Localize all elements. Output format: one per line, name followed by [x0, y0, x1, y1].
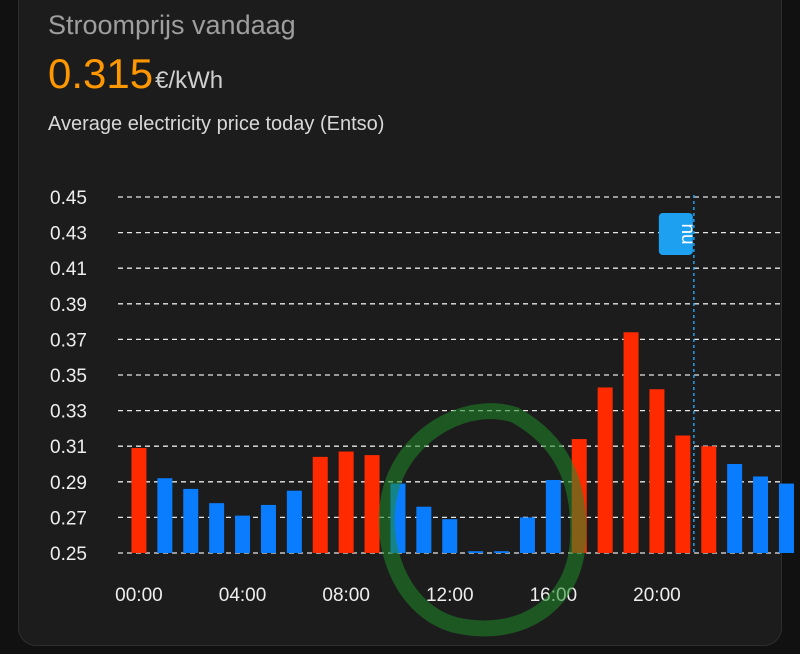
price-bar-24:00[interactable]	[753, 476, 769, 553]
x-tick-label: 00:00	[115, 585, 163, 606]
x-tick-label: 20:00	[633, 585, 681, 606]
x-tick-label: 04:00	[219, 585, 267, 606]
x-tick-label: 16:00	[530, 585, 578, 606]
price-bar-06:00[interactable]	[286, 490, 302, 553]
y-tick-label: 0.43	[50, 224, 87, 245]
price-bar-14:00[interactable]	[494, 551, 510, 553]
price-bar-13:00[interactable]	[468, 551, 484, 553]
card-title: Stroomprijs vandaag	[48, 10, 296, 40]
y-axis-ticks: 0.45 0.43 0.41 0.39 0.37 0.35 0.33 0.31 0.29 0.27…	[50, 188, 87, 565]
y-tick-label: 0.35	[50, 366, 87, 387]
price-bar-05:00[interactable]	[260, 504, 276, 553]
price-bar-01:00[interactable]	[157, 478, 173, 553]
price-bar-08:00[interactable]	[338, 451, 354, 553]
x-tick-label: 08:00	[322, 585, 370, 606]
now-marker: nu	[658, 195, 698, 553]
y-tick-label: 0.45	[50, 188, 87, 209]
price-bar-02:00[interactable]	[183, 488, 199, 553]
price-value: 0.315	[48, 50, 154, 97]
price-bar-25:00[interactable]	[778, 483, 794, 553]
y-tick-label: 0.39	[50, 295, 87, 316]
price-bar-22:00[interactable]	[701, 446, 717, 553]
price-bar-09:00[interactable]	[364, 455, 380, 553]
now-badge	[658, 213, 693, 255]
y-tick-label: 0.29	[50, 473, 87, 494]
price-bar-17:00[interactable]	[571, 439, 587, 553]
y-tick-label: 0.37	[50, 330, 87, 351]
y-tick-label: 0.33	[50, 402, 87, 423]
x-tick-label: 12:00	[426, 585, 474, 606]
now-label: nu	[677, 223, 698, 244]
price-bar-04:00[interactable]	[235, 515, 251, 553]
price-bar-15:00[interactable]	[519, 517, 535, 553]
chart-grid	[118, 196, 780, 554]
price-bar-03:00[interactable]	[209, 503, 225, 553]
price-bar-00:00[interactable]	[131, 447, 147, 553]
price-bar-21:00[interactable]	[675, 435, 691, 553]
price-bar-11:00[interactable]	[416, 506, 432, 553]
x-axis-ticks: 00:00 04:00 08:00 12:00 16:00 20:00	[115, 585, 681, 606]
price-bar-19:00[interactable]	[623, 332, 639, 553]
y-tick-label: 0.27	[50, 508, 87, 529]
price-bar-07:00[interactable]	[312, 456, 328, 553]
price-bar-18:00[interactable]	[597, 387, 613, 553]
price-bar-10:00[interactable]	[390, 483, 406, 553]
y-tick-label: 0.41	[50, 259, 87, 280]
y-tick-label: 0.25	[50, 544, 87, 565]
price-bar-20:00[interactable]	[649, 389, 665, 553]
price-bar-23:00[interactable]	[727, 464, 743, 553]
average-price: 0.315€/kWh	[48, 50, 223, 98]
price-bar-16:00[interactable]	[545, 480, 561, 553]
y-tick-label: 0.31	[50, 437, 87, 458]
price-bar-12:00[interactable]	[442, 519, 458, 553]
card-subtitle: Average electricity price today (Entso)	[48, 113, 385, 135]
price-unit: €/kWh	[155, 67, 224, 94]
